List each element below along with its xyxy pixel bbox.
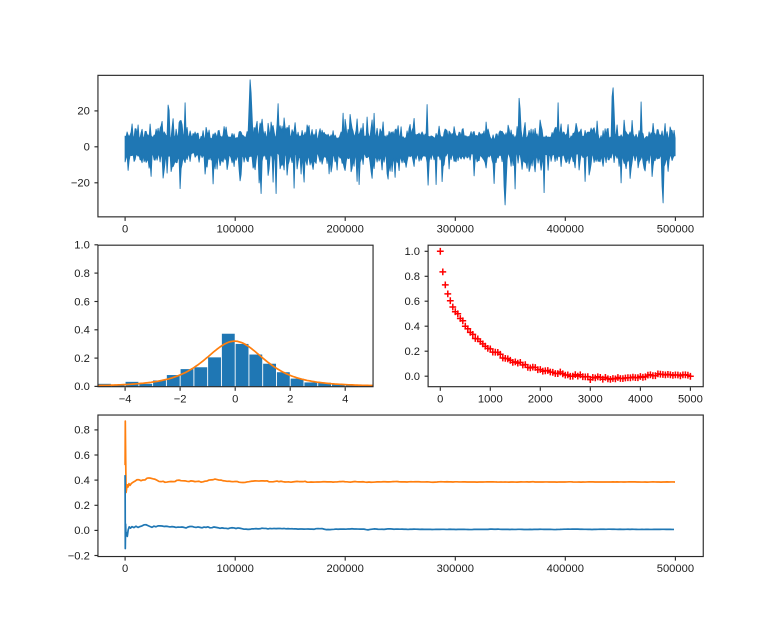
svg-text:1000: 1000 xyxy=(478,393,503,405)
svg-text:0.8: 0.8 xyxy=(74,268,90,280)
svg-text:0.8: 0.8 xyxy=(74,425,90,437)
svg-text:0.4: 0.4 xyxy=(74,475,90,487)
svg-text:100000: 100000 xyxy=(217,563,254,575)
svg-text:0: 0 xyxy=(122,563,128,575)
svg-text:1.0: 1.0 xyxy=(74,240,90,252)
svg-text:0.2: 0.2 xyxy=(74,500,90,512)
svg-text:500000: 500000 xyxy=(657,563,694,575)
svg-text:0.8: 0.8 xyxy=(404,271,420,283)
svg-text:300000: 300000 xyxy=(437,223,474,235)
svg-text:2: 2 xyxy=(287,393,293,405)
svg-text:0: 0 xyxy=(437,393,443,405)
svg-text:200000: 200000 xyxy=(327,223,364,235)
svg-text:0: 0 xyxy=(122,223,128,235)
svg-text:200000: 200000 xyxy=(327,563,364,575)
svg-text:−0.2: −0.2 xyxy=(68,550,90,562)
svg-text:0.0: 0.0 xyxy=(74,381,90,393)
svg-text:3000: 3000 xyxy=(578,393,603,405)
svg-text:0.0: 0.0 xyxy=(404,371,420,383)
svg-text:2000: 2000 xyxy=(528,393,553,405)
svg-text:−20: −20 xyxy=(71,178,90,190)
svg-text:0.4: 0.4 xyxy=(74,325,90,337)
svg-text:500000: 500000 xyxy=(657,223,694,235)
svg-text:0.0: 0.0 xyxy=(74,525,90,537)
svg-text:5000: 5000 xyxy=(678,393,703,405)
svg-text:0.6: 0.6 xyxy=(74,296,90,308)
svg-text:−2: −2 xyxy=(174,393,187,405)
svg-text:4000: 4000 xyxy=(628,393,653,405)
svg-text:−4: −4 xyxy=(119,393,132,405)
svg-text:0.2: 0.2 xyxy=(404,346,420,358)
svg-text:100000: 100000 xyxy=(217,223,254,235)
svg-text:1.0: 1.0 xyxy=(404,246,420,258)
svg-text:400000: 400000 xyxy=(547,563,584,575)
svg-text:300000: 300000 xyxy=(437,563,474,575)
svg-text:0.6: 0.6 xyxy=(404,296,420,308)
svg-text:4: 4 xyxy=(342,393,348,405)
svg-text:0: 0 xyxy=(232,393,238,405)
svg-text:20: 20 xyxy=(77,106,89,118)
svg-text:0: 0 xyxy=(84,142,90,154)
svg-text:0.2: 0.2 xyxy=(74,353,90,365)
svg-text:0.6: 0.6 xyxy=(74,450,90,462)
svg-text:400000: 400000 xyxy=(547,223,584,235)
svg-text:0.4: 0.4 xyxy=(404,321,420,333)
